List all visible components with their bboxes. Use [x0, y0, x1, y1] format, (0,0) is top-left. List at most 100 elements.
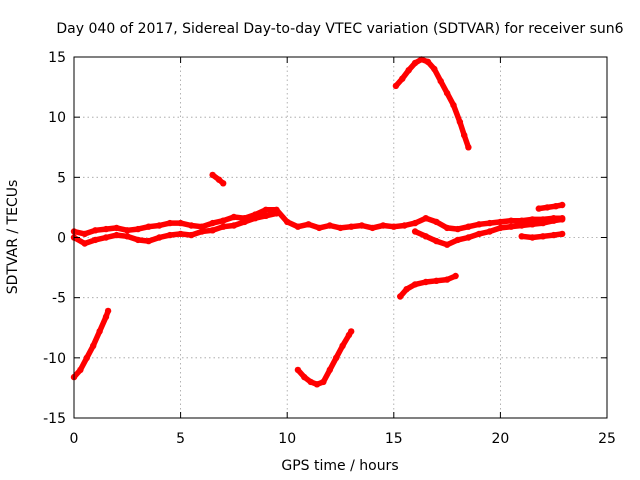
data-point: [539, 233, 547, 240]
data-point: [475, 221, 483, 228]
data-point: [424, 58, 432, 65]
data-point: [529, 221, 536, 228]
data-point: [486, 219, 493, 227]
data-point: [411, 219, 419, 227]
data-point: [465, 234, 472, 241]
data-point: [92, 236, 99, 244]
data-point: [443, 89, 451, 97]
data-point: [379, 222, 387, 229]
data-point: [403, 286, 410, 293]
data-point: [262, 212, 270, 219]
data-point: [209, 219, 216, 227]
data-point: [348, 328, 355, 335]
data-point: [124, 227, 131, 234]
data-point: [326, 222, 333, 229]
data-point: [113, 231, 120, 239]
data-point: [241, 218, 248, 226]
data-point: [348, 223, 355, 230]
data-point: [313, 381, 321, 388]
data-point: [411, 228, 419, 235]
data-point: [539, 219, 547, 227]
data-point: [252, 215, 259, 222]
data-point: [134, 225, 142, 233]
grid: [74, 57, 607, 418]
data-point: [220, 217, 227, 224]
data-point: [92, 227, 99, 234]
x-tick-label: 0: [70, 431, 79, 447]
y-tick-label: -15: [43, 411, 66, 427]
data-point: [454, 225, 461, 233]
data-point: [518, 222, 525, 229]
data-point: [301, 373, 308, 381]
data-point: [507, 217, 515, 224]
data-point: [507, 223, 515, 230]
data-point: [559, 201, 566, 209]
data-point: [102, 234, 110, 241]
data-point: [405, 67, 412, 74]
data-point: [230, 213, 238, 221]
data-point: [209, 227, 216, 234]
data-point: [559, 230, 566, 238]
data-point: [401, 222, 408, 229]
x-tick-label: 5: [176, 431, 185, 447]
data-point: [399, 75, 406, 82]
data-point: [305, 221, 312, 228]
data-point: [339, 342, 346, 349]
data-point: [124, 233, 131, 240]
data-point: [209, 171, 216, 179]
x-tick-label: 10: [278, 431, 296, 447]
data-point: [465, 223, 472, 230]
y-tick-label: 10: [48, 110, 66, 126]
data-point: [198, 228, 206, 235]
data-point: [369, 224, 376, 232]
data-point: [220, 180, 227, 187]
data-point: [550, 217, 557, 224]
data-point: [166, 219, 174, 227]
data-point: [188, 231, 195, 239]
data-point: [422, 278, 429, 286]
data-point: [411, 281, 419, 288]
data-point: [433, 218, 440, 226]
data-point: [104, 307, 112, 315]
data-point: [198, 223, 206, 230]
data-point: [535, 205, 542, 212]
data-point: [437, 77, 444, 85]
data-point: [102, 225, 110, 233]
data-point: [450, 101, 457, 109]
data-point: [320, 378, 327, 386]
ticks: 0 5 10 15 20 25 -15 -10 -5 0 5 10 15: [43, 50, 616, 447]
data-point: [230, 222, 238, 229]
y-tick-label: 5: [57, 170, 66, 186]
x-tick-label: 15: [385, 431, 403, 447]
data-point: [145, 223, 152, 230]
y-tick-label: 15: [48, 50, 66, 66]
data-point: [461, 132, 468, 139]
data-point: [81, 230, 88, 238]
data-point: [475, 230, 483, 238]
data-point: [337, 224, 344, 232]
data-point: [486, 228, 493, 235]
chart-title: Day 040 of 2017, Sidereal Day-to-day VTE…: [56, 21, 623, 37]
data-point: [390, 223, 397, 230]
data-point: [177, 219, 184, 227]
data-point: [307, 378, 314, 386]
data-point: [443, 276, 451, 283]
y-tick-label: -10: [43, 351, 66, 367]
data-point: [273, 210, 280, 217]
data-point: [529, 216, 536, 223]
data-point: [156, 234, 163, 241]
data-point: [316, 224, 323, 232]
x-axis-label: GPS time / hours: [281, 458, 398, 474]
data-point: [294, 366, 302, 374]
data-point: [411, 59, 419, 67]
data-point: [262, 206, 270, 213]
data-point: [392, 82, 400, 90]
data-layer: [70, 56, 566, 388]
data-point: [497, 224, 504, 232]
data-point: [177, 230, 184, 238]
data-point: [96, 328, 103, 335]
data-point: [90, 342, 97, 349]
data-point: [497, 218, 504, 226]
data-point: [156, 222, 163, 229]
